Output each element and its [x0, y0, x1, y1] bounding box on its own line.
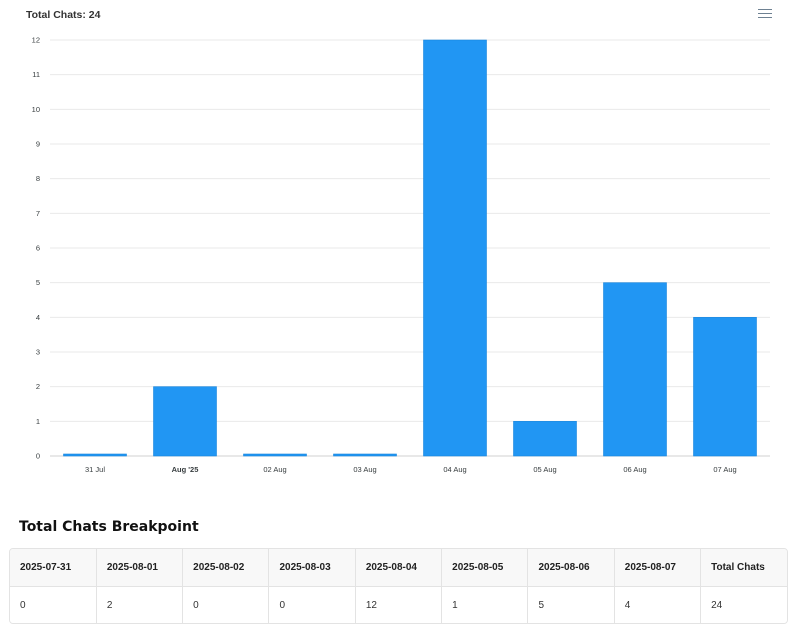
table-cell: 2 [96, 586, 184, 623]
y-tick-label: 10 [32, 105, 40, 114]
table-header-row: 2025-07-31 2025-08-01 2025-08-02 2025-08-03… [10, 549, 787, 587]
bar[interactable] [693, 317, 757, 457]
bar[interactable] [333, 453, 397, 457]
y-tick-label: 7 [36, 209, 40, 218]
bar[interactable] [243, 453, 307, 457]
table-cell: 0 [268, 586, 356, 623]
bar[interactable] [603, 282, 667, 457]
x-tick-label: 05 Aug [533, 465, 556, 474]
table-header-cell: 2025-08-07 [614, 549, 702, 587]
y-tick-label: 2 [36, 382, 40, 391]
x-tick-label: 02 Aug [263, 465, 286, 474]
bar[interactable] [153, 386, 217, 457]
y-tick-label: 1 [36, 417, 40, 426]
chart-title: Total Chats: 24 [26, 9, 101, 21]
x-tick-label: 04 Aug [443, 465, 466, 474]
breakpoint-table: 2025-07-31 2025-08-01 2025-08-02 2025-08-03… [9, 548, 788, 624]
bar[interactable] [423, 39, 487, 457]
table-cell: 4 [614, 586, 702, 623]
y-tick-label: 5 [36, 278, 40, 287]
x-tick-label: Aug '25 [172, 465, 199, 474]
y-tick-label: 3 [36, 348, 40, 357]
x-tick-label: 31 Jul [85, 465, 105, 474]
y-tick-label: 4 [36, 313, 40, 322]
y-tick-label: 9 [36, 140, 40, 149]
hamburger-menu-icon[interactable] [758, 9, 772, 21]
table-header-cell: 2025-08-02 [182, 549, 270, 587]
y-tick-label: 0 [36, 452, 40, 461]
table-cell: 0 [182, 586, 270, 623]
table-header-cell: 2025-08-06 [527, 549, 615, 587]
table-cell: 1 [441, 586, 529, 623]
table-header-cell: 2025-08-01 [96, 549, 184, 587]
table-cell: 24 [700, 586, 787, 623]
table-header-cell: 2025-08-05 [441, 549, 529, 587]
table-header-cell: 2025-08-03 [268, 549, 356, 587]
table-header-cell: Total Chats [700, 549, 787, 587]
y-tick-label: 8 [36, 174, 40, 183]
table-header-cell: 2025-07-31 [10, 549, 97, 587]
breakpoint-title: Total Chats Breakpoint [19, 519, 199, 535]
table-cell: 5 [527, 586, 615, 623]
bar[interactable] [63, 453, 127, 457]
x-tick-label: 07 Aug [713, 465, 736, 474]
x-tick-label: 06 Aug [623, 465, 646, 474]
table-row: 0 2 0 0 12 1 5 4 24 [10, 586, 787, 623]
y-tick-label: 12 [32, 36, 40, 45]
table-cell: 0 [10, 586, 97, 623]
x-tick-label: 03 Aug [353, 465, 376, 474]
bar[interactable] [513, 421, 577, 457]
y-tick-label: 6 [36, 244, 40, 253]
y-tick-label: 11 [32, 70, 40, 79]
table-cell: 12 [355, 586, 443, 623]
table-header-cell: 2025-08-04 [355, 549, 443, 587]
